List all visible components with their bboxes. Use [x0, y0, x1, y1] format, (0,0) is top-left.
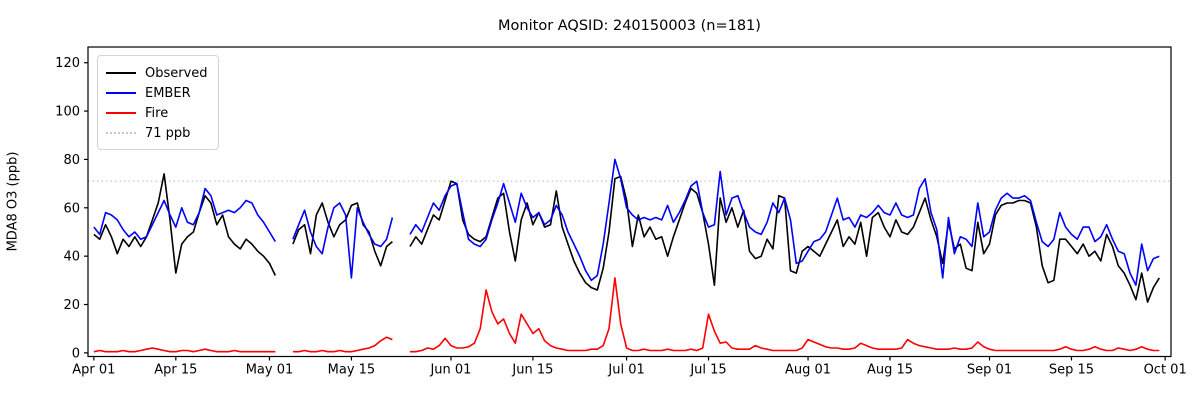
legend-label-threshold: 71 ppb — [145, 125, 191, 141]
x-tick-label: Aug 15 — [867, 363, 913, 378]
legend-line-fire — [106, 112, 136, 114]
legend-label-ember: EMBER — [145, 85, 191, 101]
x-tick-label: May 01 — [246, 363, 294, 378]
ember-line — [93, 187, 276, 243]
x-tick-label: Sep 01 — [967, 363, 1012, 378]
legend-line-threshold — [106, 132, 136, 134]
y-tick-label: 100 — [55, 105, 80, 120]
ember-line — [409, 158, 1160, 287]
x-tick-label: Jun 01 — [429, 363, 471, 378]
legend-item-fire: Fire — [106, 103, 208, 123]
x-tick-label: Sep 15 — [1049, 363, 1094, 378]
legend-item-ember: EMBER — [106, 83, 208, 103]
y-tick-label: 80 — [63, 153, 80, 168]
observed-line — [93, 173, 277, 276]
legend-line-ember — [106, 92, 136, 94]
x-tick-label: Jun 15 — [511, 363, 553, 378]
fire-line — [410, 277, 1160, 353]
fire-line — [93, 347, 276, 353]
x-tick-label: May 15 — [328, 363, 376, 378]
x-tick-label: Oct 01 — [1144, 363, 1187, 378]
y-tick-label: 40 — [63, 250, 80, 265]
legend-item-observed: Observed — [106, 63, 208, 83]
x-tick-label: Apr 01 — [72, 363, 115, 378]
fire-line — [292, 336, 393, 353]
ember-line — [292, 202, 394, 279]
legend: Observed EMBER Fire 71 ppb — [97, 55, 219, 150]
legend-item-threshold: 71 ppb — [106, 123, 208, 143]
x-tick-label: Jul 15 — [689, 363, 726, 378]
y-tick-label: 20 — [63, 298, 80, 313]
observed-line — [292, 202, 393, 267]
x-tick-label: Aug 01 — [785, 363, 831, 378]
y-tick-label: 0 — [72, 346, 80, 361]
legend-label-observed: Observed — [145, 65, 208, 81]
x-tick-label: Jul 01 — [607, 363, 644, 378]
plot-border — [87, 46, 1172, 358]
chart-title: Monitor AQSID: 240150003 (n=181) — [498, 18, 761, 34]
legend-label-fire: Fire — [145, 105, 169, 121]
x-tick-label: Apr 15 — [154, 363, 197, 378]
y-tick-label: 60 — [63, 201, 80, 216]
y-tick-label: 120 — [55, 56, 80, 71]
legend-line-observed — [106, 72, 136, 74]
